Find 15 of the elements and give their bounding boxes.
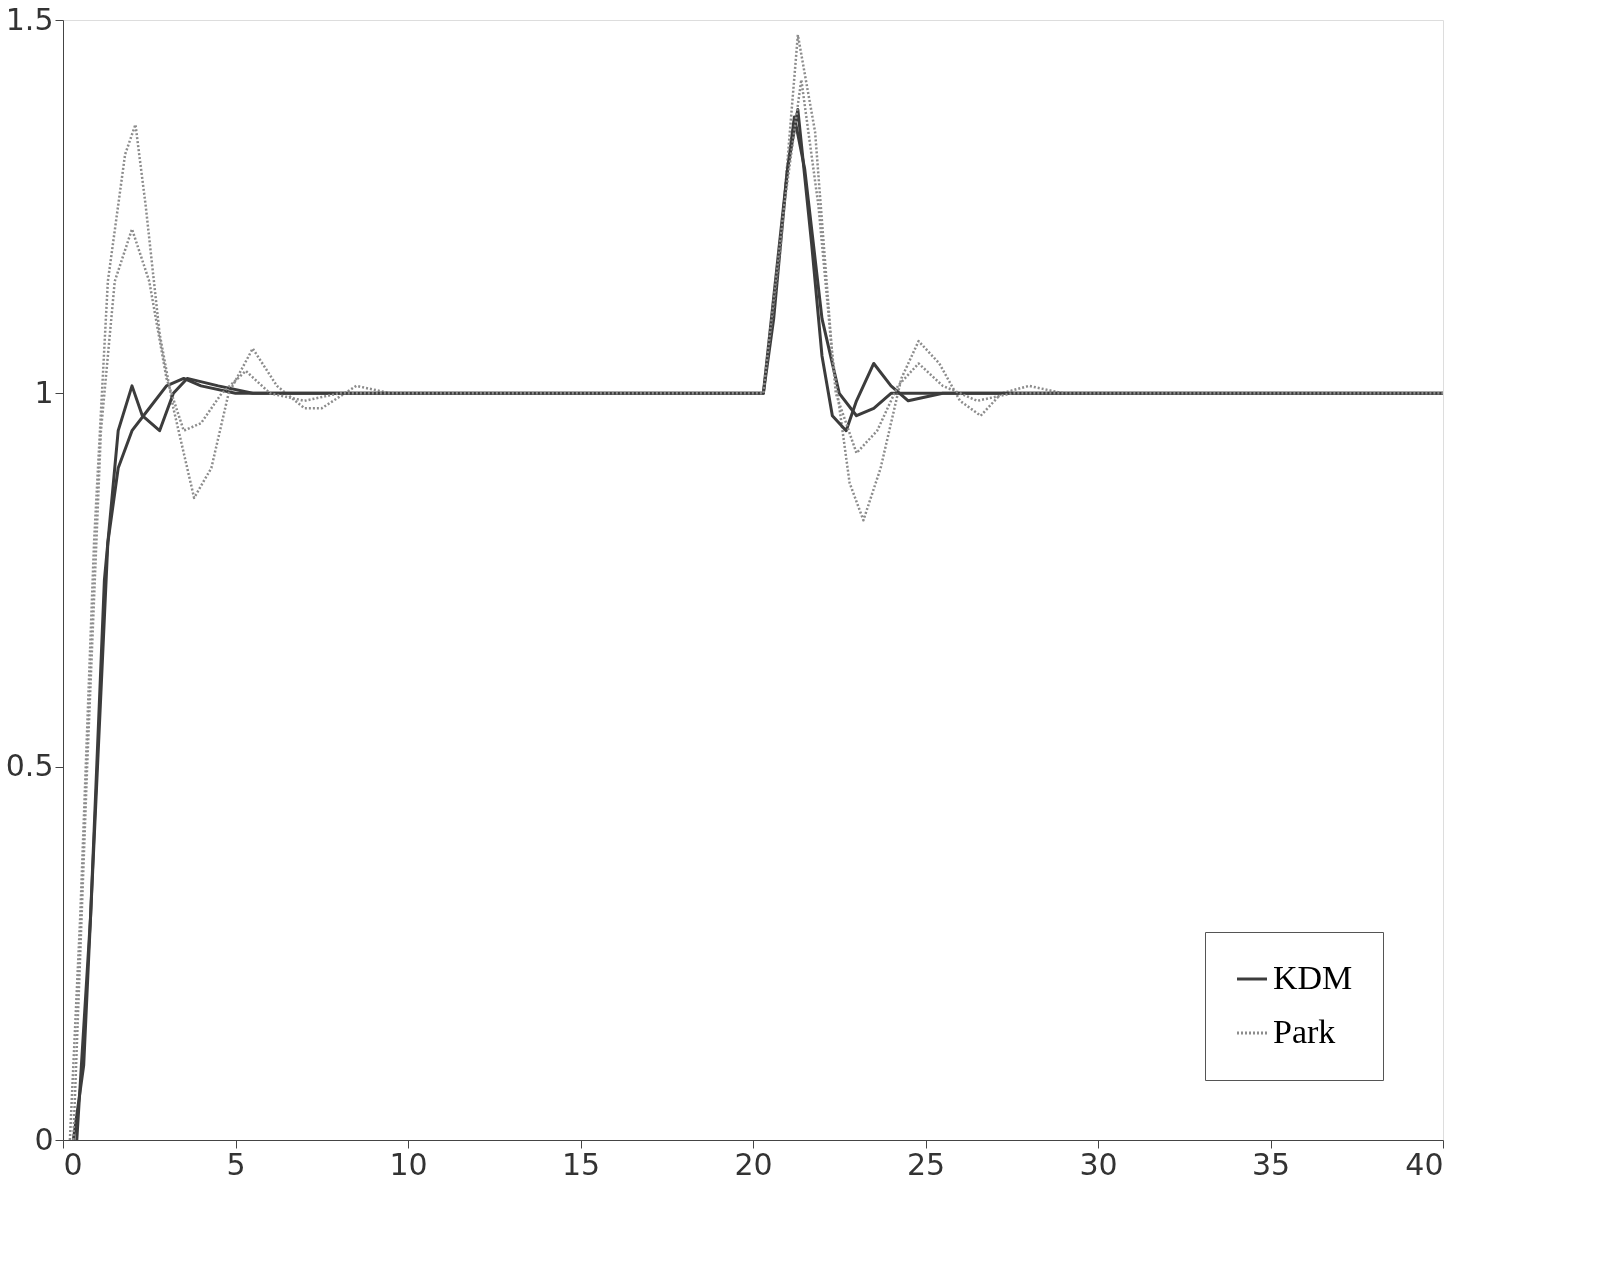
y-tick-label: 0.5 — [5, 748, 54, 784]
legend-label: Park — [1273, 1013, 1336, 1050]
y-tick-label: 1.5 — [5, 1, 54, 37]
y-tick-label: 1 — [34, 374, 54, 410]
x-tick-label: 5 — [226, 1146, 246, 1182]
x-tick-label: 20 — [734, 1146, 773, 1182]
x-tick-label: 35 — [1251, 1146, 1291, 1182]
x-tick-label: 30 — [1079, 1146, 1118, 1182]
legend-label: KDM — [1273, 959, 1353, 996]
x-tick-label: 0 — [63, 1146, 83, 1182]
x-tick-label: 10 — [389, 1146, 428, 1182]
x-tick-label: 15 — [561, 1146, 601, 1182]
y-tick-label: 0 — [34, 1121, 54, 1157]
x-tick-label: 40 — [1405, 1146, 1444, 1182]
x-tick-label: 25 — [906, 1146, 946, 1182]
